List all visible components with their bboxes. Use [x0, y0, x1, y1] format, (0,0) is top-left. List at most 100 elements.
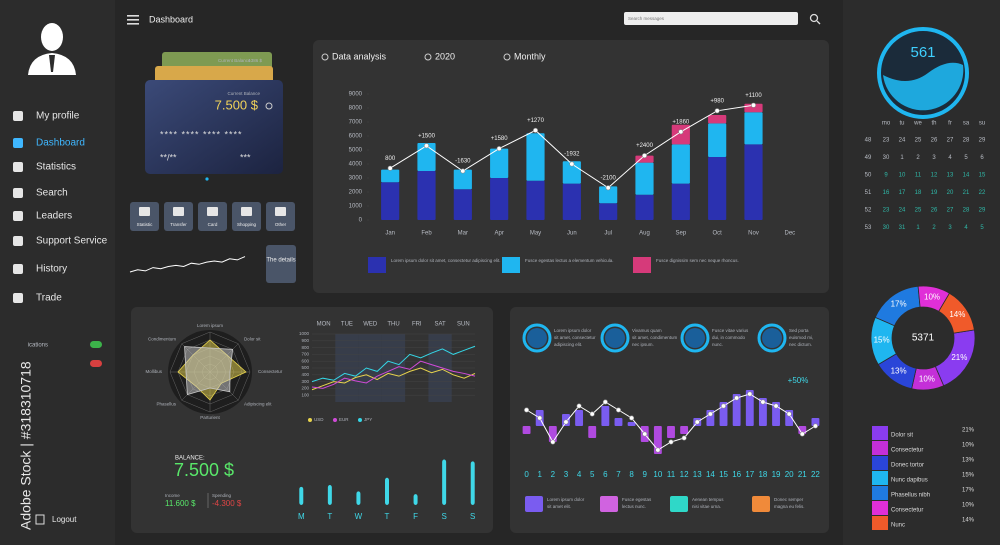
calendar-date[interactable]: 9: [884, 173, 888, 179]
calendar-date[interactable]: 28: [963, 138, 970, 144]
calendar-date[interactable]: 2: [932, 225, 936, 231]
line-point: [747, 391, 753, 397]
pager-dot[interactable]: [205, 177, 209, 181]
x-tick-label: Apr: [494, 231, 503, 237]
menu-item[interactable]: My profile: [36, 111, 80, 122]
menu-item[interactable]: Search: [36, 188, 68, 199]
calendar-date[interactable]: 23: [883, 208, 890, 214]
point-label: 800: [385, 156, 396, 162]
calendar-date[interactable]: 5: [964, 155, 968, 161]
calendar-date[interactable]: 3: [948, 225, 952, 231]
calendar-date[interactable]: 10: [899, 173, 906, 179]
calendar-date[interactable]: 1: [900, 155, 904, 161]
calendar-date[interactable]: 18: [915, 190, 922, 196]
search-icon[interactable]: [809, 13, 821, 25]
calendar-date[interactable]: 25: [915, 138, 922, 144]
calendar-date[interactable]: 11: [915, 173, 922, 179]
calendar-date[interactable]: 29: [979, 208, 986, 214]
bar: [417, 143, 436, 171]
line-point: [569, 161, 575, 167]
details-button[interactable]: [266, 245, 296, 283]
menu-item[interactable]: Statistics: [36, 162, 76, 173]
legend-text: Lorem ipsum dolor: [547, 497, 585, 502]
bar: [798, 426, 807, 434]
calendar-date[interactable]: 27: [947, 208, 954, 214]
calendar-date[interactable]: 3: [932, 155, 936, 161]
legend-text: nisi vitae urna.: [692, 504, 721, 509]
calendar-date[interactable]: 25: [915, 208, 922, 214]
y-tick-label: 1000: [299, 331, 310, 336]
calendar-date[interactable]: 15: [979, 173, 986, 179]
action-button[interactable]: [232, 202, 261, 231]
calendar-date[interactable]: 29: [979, 138, 986, 144]
calendar-date[interactable]: 16: [883, 190, 890, 196]
calendar-date[interactable]: 6: [980, 155, 984, 161]
search-box[interactable]: [624, 12, 798, 25]
calendar-date[interactable]: 21: [963, 190, 970, 196]
calendar-date[interactable]: 30: [883, 225, 890, 231]
calendar-date[interactable]: 30: [883, 155, 890, 161]
calendar-date[interactable]: 4: [964, 225, 968, 231]
logout[interactable]: Logout: [52, 515, 77, 524]
y-tick-label: 500: [301, 365, 309, 370]
toggle[interactable]: [90, 341, 102, 348]
calendar-date[interactable]: 20: [947, 190, 954, 196]
logout-icon[interactable]: [35, 514, 45, 525]
calendar-date[interactable]: 26: [931, 208, 938, 214]
action-button[interactable]: [130, 202, 159, 231]
calendar-date[interactable]: 24: [899, 208, 906, 214]
calendar-date[interactable]: 22: [979, 190, 986, 196]
action-button[interactable]: [198, 202, 227, 231]
menu-item[interactable]: Trade: [36, 293, 62, 304]
calendar-date[interactable]: 28: [963, 208, 970, 214]
toggle[interactable]: [90, 360, 102, 367]
income-amount: 11.600 $: [165, 499, 196, 508]
action-button[interactable]: [266, 202, 295, 231]
filter-radio[interactable]: [321, 53, 329, 61]
card-radio[interactable]: [265, 102, 273, 110]
y-tick-label: 100: [301, 392, 309, 397]
avatar[interactable]: [28, 23, 76, 75]
calendar-date[interactable]: 13: [947, 173, 954, 179]
calendar-date[interactable]: 5: [980, 225, 984, 231]
action-button[interactable]: [164, 202, 193, 231]
legend-dot: [358, 418, 362, 422]
calendar-date[interactable]: 17: [899, 190, 906, 196]
week-number: 50: [865, 173, 872, 179]
filter[interactable]: 2020: [435, 51, 455, 61]
calendar-date[interactable]: 31: [899, 225, 906, 231]
x-tick-label: 10: [653, 470, 662, 479]
bar: [627, 422, 636, 426]
calendar-date[interactable]: 27: [947, 138, 954, 144]
stat-core: [527, 328, 547, 348]
calendar-date[interactable]: 4: [948, 155, 952, 161]
x-tick-label: Dec: [784, 231, 795, 237]
pie-slice: [938, 292, 975, 334]
filter-radio[interactable]: [424, 53, 432, 61]
calendar-date[interactable]: 26: [931, 138, 938, 144]
filter-radio[interactable]: [503, 53, 511, 61]
legend-text: Fusce egestas: [622, 497, 652, 502]
week-number: 48: [865, 138, 872, 144]
calendar-date[interactable]: 1: [916, 225, 920, 231]
menu-icon[interactable]: [127, 15, 139, 25]
stat-core: [762, 328, 782, 348]
line: [129, 256, 246, 273]
calendar-date[interactable]: 2: [916, 155, 920, 161]
calendar-date[interactable]: 19: [931, 190, 938, 196]
line: [311, 360, 476, 389]
filter[interactable]: Monthly: [514, 51, 546, 61]
menu-item[interactable]: History: [36, 264, 67, 275]
calendar-date[interactable]: 12: [931, 173, 938, 179]
calendar-date[interactable]: 23: [883, 138, 890, 144]
menu-item[interactable]: Dashboard: [36, 138, 85, 149]
menu-item[interactable]: Support Service: [36, 236, 108, 247]
menu-item[interactable]: Leaders: [36, 211, 72, 222]
back-card-label: Current Balance: [218, 58, 251, 63]
credit-card[interactable]: [145, 80, 283, 174]
filter[interactable]: Data analysis: [332, 51, 387, 61]
legend-swatch: [368, 257, 386, 273]
calendar-date[interactable]: 14: [963, 173, 970, 179]
calendar-date[interactable]: 24: [899, 138, 906, 144]
x-tick-label: 9: [643, 470, 648, 479]
